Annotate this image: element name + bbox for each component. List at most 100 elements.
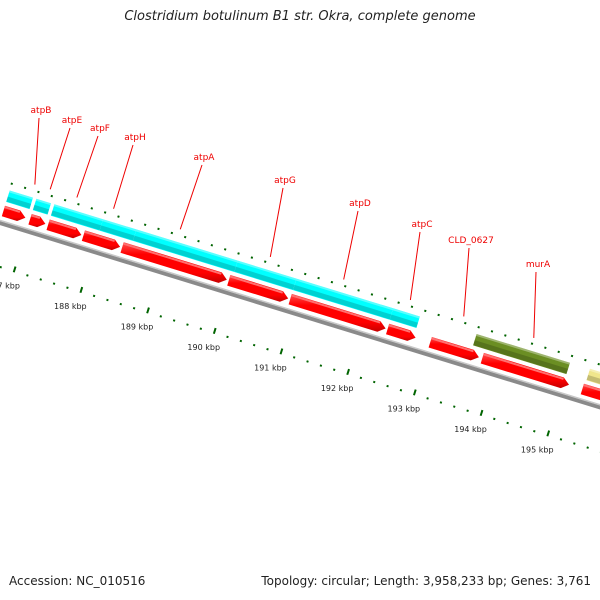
cds-arrow-highlight (229, 275, 283, 294)
cds-arrow-highlight (583, 384, 600, 392)
minor-tick (130, 219, 134, 222)
gene-label-atpb[interactable]: atpB (31, 106, 52, 116)
minor-tick (584, 358, 587, 362)
minor-tick (266, 347, 269, 351)
minor-tick (39, 278, 42, 281)
minor-tick (186, 323, 189, 326)
minor-tick (237, 252, 240, 255)
minor-tick (490, 330, 494, 333)
minor-tick (223, 248, 227, 251)
major-tick (546, 430, 551, 437)
feature-block-shade (473, 340, 569, 374)
minor-tick (386, 384, 389, 388)
feature-block-highlight (476, 333, 570, 365)
minor-tick (557, 350, 560, 354)
feature-block-shade (586, 375, 600, 384)
kbp-label: 188 kbp (54, 302, 87, 311)
feature-block[interactable] (132, 229, 238, 272)
minor-tick (466, 409, 469, 412)
feature-block[interactable] (389, 308, 420, 328)
gene-label-cld_0627[interactable]: CLD_0627 (448, 236, 494, 246)
label-leader-line (533, 271, 537, 338)
feature-block-highlight (392, 308, 420, 319)
label-leader-line (34, 117, 40, 185)
minor-tick (159, 315, 163, 318)
minor-tick (157, 227, 160, 231)
minor-tick (533, 429, 536, 433)
major-tick (212, 327, 217, 335)
minor-tick (517, 338, 520, 341)
feature-block[interactable] (32, 198, 51, 215)
minor-tick (170, 231, 174, 235)
gene-label-atpe[interactable]: atpE (62, 116, 83, 126)
genome-summary: Topology: circular; Length: 3,958,233 bp… (261, 574, 591, 588)
minor-tick (90, 207, 94, 210)
minor-tick (37, 190, 40, 194)
minor-tick (573, 442, 576, 445)
minor-tick (183, 235, 187, 239)
feature-block-highlight (295, 278, 394, 311)
minor-tick (597, 362, 600, 366)
feature-tick-row (10, 182, 600, 366)
minor-tick (450, 317, 454, 321)
minor-tick (439, 401, 443, 404)
minor-tick (50, 194, 54, 198)
kbp-label: 187 kbp (0, 282, 20, 291)
cds-arrow-shading (428, 337, 479, 361)
feature-block-shade (234, 266, 295, 290)
gene-label-atpc[interactable]: atpC (411, 220, 432, 230)
cds-arrow-shading (28, 214, 46, 228)
cds-arrow-shading (386, 323, 416, 341)
kbp-label: 192 kbp (321, 384, 354, 393)
feature-block-highlight (9, 190, 34, 200)
minor-tick (437, 313, 440, 317)
major-tick (479, 409, 484, 417)
cds-arrow-highlight (291, 294, 381, 324)
feature-block[interactable] (6, 190, 33, 210)
gene-label-atpa[interactable]: atpA (194, 153, 216, 163)
minor-tick (306, 360, 309, 363)
minor-tick (530, 342, 534, 345)
gene-label-atph[interactable]: atpH (124, 133, 146, 143)
minor-tick (426, 397, 429, 400)
minor-tick (23, 186, 27, 190)
minor-tick (319, 364, 323, 367)
feature-block[interactable] (293, 278, 394, 320)
minor-tick (477, 326, 480, 329)
major-tick (279, 348, 284, 355)
minor-tick (197, 239, 200, 243)
feature-block[interactable] (234, 260, 297, 291)
feature-block-highlight (102, 219, 137, 232)
feature-block-highlight (237, 260, 297, 281)
label-leader-line (269, 187, 284, 258)
minor-tick (586, 446, 589, 449)
feature-block-shade (6, 196, 32, 209)
cds-arrow-highlight (4, 206, 21, 213)
cds-arrow-shading (81, 230, 121, 251)
minor-tick (330, 280, 334, 284)
feature-block-shade (389, 314, 418, 328)
gene-label-atpg[interactable]: atpG (274, 176, 296, 186)
gene-label-atpd[interactable]: atpD (349, 199, 371, 209)
feature-block[interactable] (586, 368, 600, 399)
gene-label-atpf[interactable]: atpF (90, 124, 110, 134)
minor-tick (303, 272, 307, 276)
minor-tick (290, 268, 294, 272)
minor-tick (132, 306, 136, 310)
cds-arrow-highlight (48, 219, 77, 231)
backbone (0, 219, 600, 410)
minor-tick (52, 282, 56, 285)
feature-track (6, 190, 600, 399)
minor-tick (117, 215, 120, 218)
minor-tick (0, 265, 2, 269)
gene-label-mura[interactable]: murA (526, 260, 551, 270)
kbp-label: 189 kbp (121, 323, 154, 332)
minor-tick (357, 289, 360, 292)
cds-arrow-highlight (483, 353, 564, 380)
feature-block[interactable] (473, 334, 570, 375)
feature-block[interactable] (50, 204, 104, 231)
cds-arrow-highlight (30, 214, 41, 220)
minor-tick (26, 274, 29, 277)
feature-block[interactable] (99, 219, 137, 241)
